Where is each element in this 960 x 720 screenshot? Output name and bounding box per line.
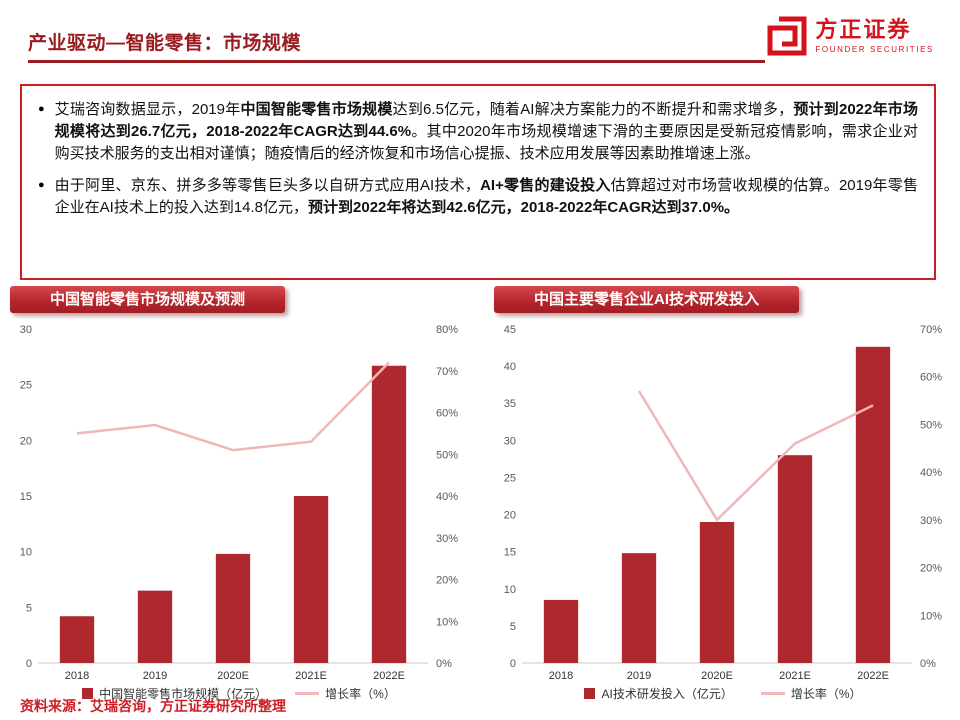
summary-box: ● 艾瑞咨询数据显示，2019年中国智能零售市场规模达到6.5亿元，随着AI解决方… (20, 84, 936, 280)
right-axis-tick: 50% (436, 449, 458, 461)
x-axis-label: 2022E (373, 670, 405, 682)
chart-block: 中国主要零售企业AI技术研发投入 0 5 10 15 20 25 30 35 40 45 0% 10%… (492, 286, 954, 702)
x-axis-label: 2019 (143, 670, 167, 682)
chart-title-badge: 中国智能零售市场规模及预测 (10, 286, 286, 313)
left-axis-tick: 0 (26, 658, 32, 670)
right-axis-tick: 50% (920, 419, 942, 431)
legend-item: 增长率（%） (295, 685, 396, 702)
bar (215, 553, 251, 663)
chart-block: 中国智能零售市场规模及预测 0 5 10 15 20 25 30 0% 10% 20% 30% 40%… (8, 286, 470, 702)
legend-line-swatch (760, 692, 785, 695)
brand-name-en: FOUNDER SECURITIES (815, 44, 934, 54)
right-axis-tick: 70% (920, 324, 942, 336)
legend-item: AI技术研发投入（亿元） (584, 685, 733, 702)
bar (855, 346, 891, 663)
source-note: 资料来源：艾瑞咨询，方正证券研究所整理 (20, 698, 286, 714)
legend-label: 增长率（%） (325, 687, 396, 701)
right-axis-tick: 40% (920, 467, 942, 479)
left-axis-tick: 10 (20, 547, 32, 559)
left-axis-tick: 5 (510, 621, 516, 633)
x-axis-label: 2018 (549, 670, 573, 682)
legend-item: 增长率（%） (760, 685, 862, 702)
left-axis-tick: 0 (510, 658, 516, 670)
bullet-text: 由于阿里、京东、拼多多等零售巨头多以自研方式应用AI技术，AI+零售的建设投入估… (54, 177, 918, 216)
left-axis-tick: 25 (20, 380, 32, 392)
title-underline (28, 60, 765, 63)
bar (777, 455, 813, 663)
bullet-item: ● 艾瑞咨询数据显示，2019年中国智能零售市场规模达到6.5亿元，随着AI解决方… (34, 99, 918, 164)
right-axis-tick: 0% (436, 658, 452, 670)
legend-label: 中国智能零售市场规模（亿元） (99, 687, 268, 701)
chart-legend: AI技术研发投入（亿元） 增长率（%） (492, 685, 954, 702)
left-axis-tick: 20 (504, 510, 516, 522)
x-axis-label: 2019 (627, 670, 651, 682)
left-axis-tick: 35 (504, 398, 516, 410)
bullet-text: 艾瑞咨询数据显示，2019年中国智能零售市场规模达到6.5亿元，随着AI解决方案… (54, 101, 919, 162)
x-axis-label: 2020E (701, 670, 733, 682)
left-axis-tick: 25 (504, 472, 516, 484)
left-axis-tick: 5 (26, 602, 32, 614)
bar (543, 599, 579, 663)
left-axis-tick: 30 (20, 324, 32, 336)
left-axis-tick: 40 (504, 361, 516, 373)
right-axis-tick: 30% (920, 515, 942, 527)
bullet-list: ● 艾瑞咨询数据显示，2019年中国智能零售市场规模达到6.5亿元，随着AI解决方… (34, 99, 918, 219)
legend-label: 增长率（%） (790, 687, 862, 701)
bar (371, 365, 407, 663)
left-axis-tick: 30 (504, 435, 516, 447)
right-axis-tick: 60% (920, 372, 942, 384)
brand-text: 方正证券 FOUNDER SECURITIES (815, 17, 934, 54)
right-axis-tick: 10% (920, 610, 942, 622)
x-axis-label: 2021E (295, 670, 327, 682)
legend-bar-swatch (584, 688, 596, 699)
legend-bar-swatch (82, 688, 94, 699)
right-axis-tick: 40% (436, 491, 458, 503)
right-axis-tick: 0% (920, 658, 936, 670)
bar-line-chart: 0 5 10 15 20 25 30 35 40 45 0% 10% 20% 30% 40% 50% 60% 70… (504, 324, 942, 682)
legend-label: AI技术研发投入（亿元） (601, 687, 733, 701)
founder-logo-icon (767, 16, 807, 56)
legend-item: 中国智能零售市场规模（亿元） (82, 685, 267, 702)
bar (621, 553, 657, 663)
right-axis-tick: 80% (436, 324, 458, 336)
right-axis-tick: 20% (920, 563, 942, 575)
right-axis-tick: 60% (436, 408, 458, 420)
x-axis-label: 2021E (779, 670, 811, 682)
bullet-marker: ● (38, 103, 45, 115)
brand-name-cn: 方正证券 (815, 17, 912, 43)
chart-title-badge: 中国主要零售企业AI技术研发投入 (494, 286, 800, 313)
growth-line (76, 361, 390, 452)
bar (59, 616, 95, 663)
left-axis-tick: 15 (504, 547, 516, 559)
bar (293, 496, 329, 663)
left-axis-tick: 20 (20, 435, 32, 447)
brand-logo: 方正证券 FOUNDER SECURITIES (767, 16, 934, 56)
right-axis-tick: 70% (436, 366, 458, 378)
legend-line-swatch (295, 692, 320, 695)
right-axis-tick: 20% (436, 575, 458, 587)
left-axis-tick: 15 (20, 491, 32, 503)
left-axis-tick: 45 (504, 324, 516, 336)
bar (699, 521, 735, 663)
page-title: 产业驱动—智能零售：市场规模 (28, 33, 302, 54)
chart-legend: 中国智能零售市场规模（亿元） 增长率（%） (8, 685, 470, 702)
bar-line-chart: 0 5 10 15 20 25 30 0% 10% 20% 30% 40% 50% 60% 70% 80% 20… (20, 324, 458, 682)
bullet-item: ● 由于阿里、京东、拼多多等零售巨头多以自研方式应用AI技术，AI+零售的建设投入… (34, 175, 918, 219)
bar (137, 590, 173, 663)
right-axis-tick: 30% (436, 533, 458, 545)
x-axis-label: 2022E (857, 670, 889, 682)
growth-line (637, 390, 874, 522)
right-axis-tick: 10% (436, 616, 458, 628)
bullet-marker: ● (38, 179, 45, 192)
x-axis-label: 2020E (217, 670, 249, 682)
left-axis-tick: 10 (504, 584, 516, 596)
x-axis-label: 2018 (65, 670, 89, 682)
